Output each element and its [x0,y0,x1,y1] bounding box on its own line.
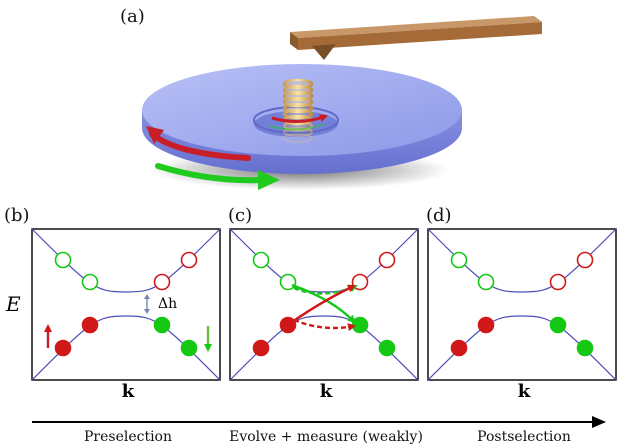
cantilever-plate [290,16,542,60]
filled-red-state [54,339,72,357]
empty-green-state [54,251,72,269]
inner-green-arrow [269,123,325,131]
panel-label-b: (b) [4,205,30,226]
filled-green-state [180,339,198,357]
green-transition-solid [291,283,356,324]
filled-green-state [153,316,171,334]
empty-green-state [252,251,270,269]
empty-red-state [351,273,369,291]
panel-label-a: (a) [120,6,145,27]
empty-green-state [81,273,99,291]
stage-preselection: Preselection [83,429,173,445]
gap-marker-heads [144,294,150,314]
inner-red-arrow [271,114,328,123]
big-red-arrowhead [146,126,164,144]
filled-red-state [252,339,270,357]
red-transition-solid [291,284,356,323]
panel-label-c: (c) [228,205,253,226]
empty-red-state [576,251,594,269]
upper-band [427,228,617,293]
filled-red-state [477,316,495,334]
upper-band [31,228,221,293]
big-green-arrow [155,163,265,184]
red-transition-dashed [293,318,356,332]
upper-band [229,228,419,293]
coil [282,78,314,143]
momentum-label-d: k [517,381,531,402]
gap-label: Δh [158,296,178,312]
lower-band [229,315,419,381]
empty-red-state [153,273,171,291]
empty-red-state [549,273,567,291]
lower-band [427,315,617,381]
empty-red-state [180,251,198,269]
filled-green-state [378,339,396,357]
filled-green-state [351,316,369,334]
energy-axis-label: E [6,292,21,316]
empty-green-state [477,273,495,291]
stage-postselection: Postselection [477,429,571,445]
panel-frame [31,228,221,381]
stage-evolve: Evolve + measure (weakly) [229,429,423,445]
device-illustration [142,16,542,190]
filled-red-state [81,316,99,334]
panel-c [229,228,419,381]
panel-b [31,228,221,381]
momentum-label-b: k [121,381,135,402]
lower-band [31,315,221,381]
momentum-label-c: k [319,381,333,402]
empty-red-state [378,251,396,269]
empty-green-state [279,273,297,291]
big-green-arrowhead [258,170,280,190]
panel-frame [229,228,419,381]
filled-red-state [450,339,468,357]
panel-d [427,228,617,381]
filled-green-state [549,316,567,334]
panel-frame [427,228,617,381]
filled-green-state [576,339,594,357]
empty-green-state [450,251,468,269]
band-panels [31,228,617,381]
panel-label-d: (d) [426,205,452,226]
